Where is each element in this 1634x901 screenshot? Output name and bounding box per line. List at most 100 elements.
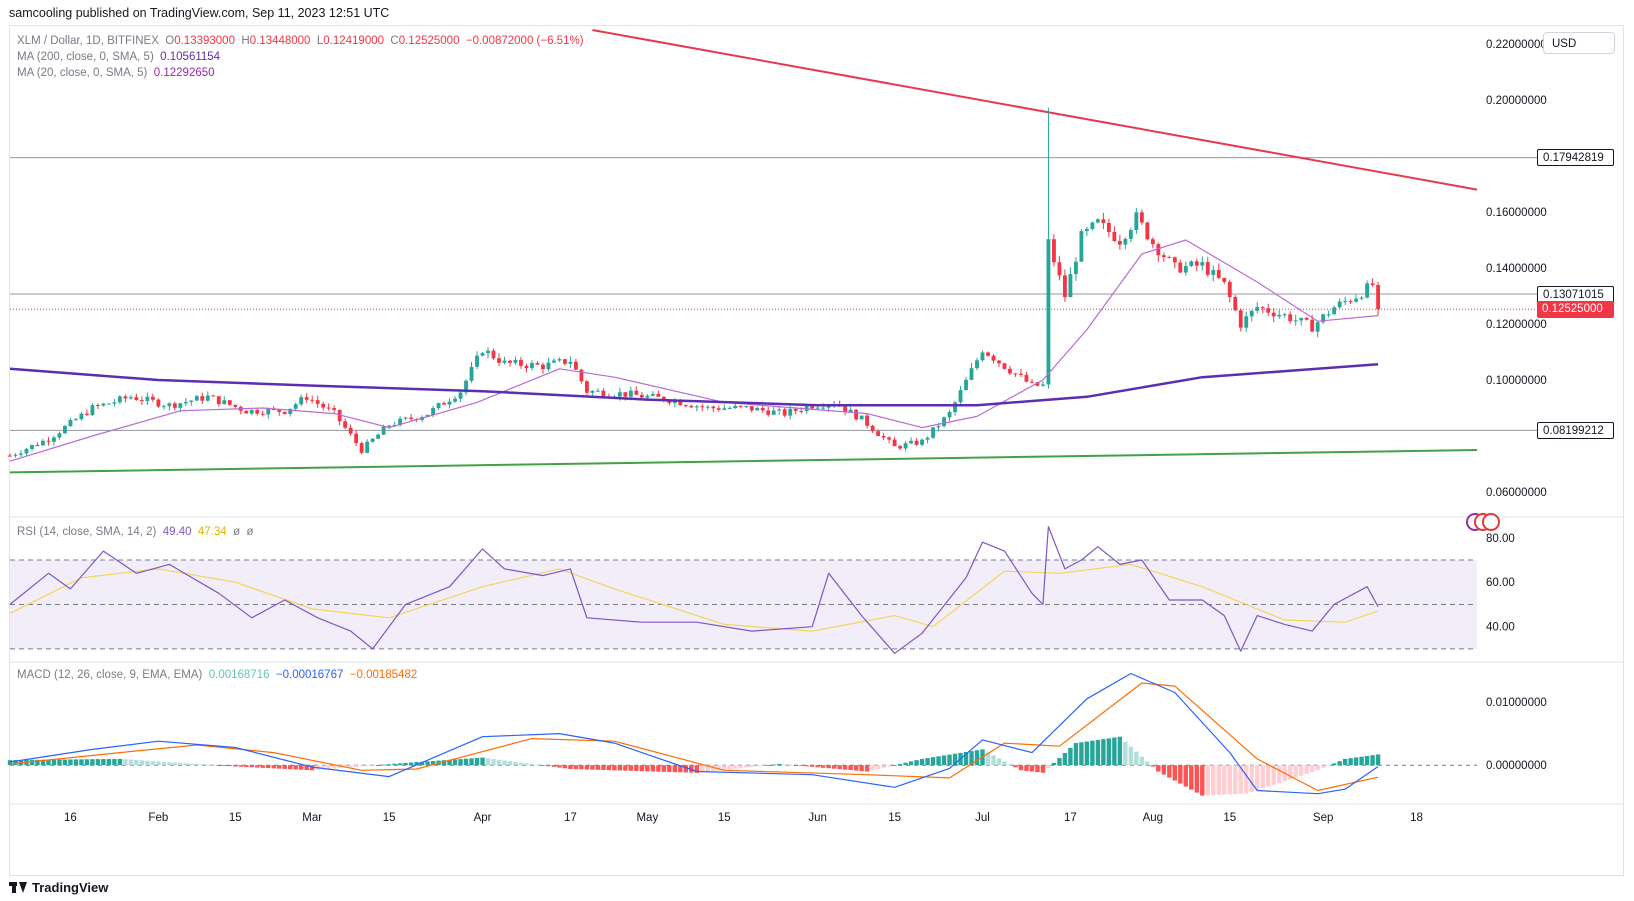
candle-body bbox=[255, 409, 260, 414]
ma200-line bbox=[9, 363, 1379, 407]
macd-histogram-bar bbox=[194, 763, 200, 766]
candle-body bbox=[1161, 255, 1166, 258]
ma200-label[interactable]: MA (200, close, 0, SMA, 5) bbox=[17, 51, 154, 63]
macd-histogram-bar bbox=[1359, 756, 1364, 766]
macd-histogram-bar bbox=[809, 765, 815, 767]
candle-body bbox=[584, 381, 589, 393]
macd-histogram-bar bbox=[1150, 765, 1156, 767]
macd-histogram-bar bbox=[1046, 765, 1051, 768]
macd-histogram-bar bbox=[150, 761, 156, 766]
candle-body bbox=[1041, 384, 1045, 386]
macd-histogram-bar bbox=[101, 759, 106, 766]
candle-body bbox=[997, 360, 1001, 364]
macd-histogram-bar bbox=[859, 765, 864, 772]
macd-histogram-bar bbox=[760, 765, 765, 767]
macd-histogram-bar bbox=[156, 761, 161, 766]
macd-histogram-bar bbox=[908, 761, 914, 766]
rsi-label[interactable]: RSI (14, close, SMA, 14, 2) bbox=[17, 526, 157, 538]
macd-histogram-bar bbox=[1112, 737, 1117, 766]
candle-body bbox=[497, 358, 501, 363]
macd-histogram-bar bbox=[40, 759, 46, 766]
us-flag-icon[interactable] bbox=[1466, 513, 1508, 531]
macd-histogram-bar bbox=[414, 762, 419, 766]
candle-body bbox=[1008, 368, 1012, 374]
macd-histogram-bar bbox=[474, 757, 480, 766]
macd-label[interactable]: MACD (12, 26, close, 9, EMA, EMA) bbox=[17, 669, 203, 681]
candle-body bbox=[986, 352, 990, 356]
candle-body bbox=[106, 403, 111, 405]
candle-body bbox=[299, 397, 304, 405]
macd-histogram-bar bbox=[1167, 765, 1172, 778]
candle-body bbox=[782, 409, 787, 416]
candle-body bbox=[117, 396, 122, 403]
candle-body bbox=[958, 390, 963, 403]
candle-body bbox=[738, 405, 743, 407]
trendline-resistance bbox=[592, 29, 1478, 191]
candle-body bbox=[57, 433, 62, 438]
candle-body bbox=[222, 400, 227, 405]
rsi-axis-tick-label: 40.00 bbox=[1486, 622, 1515, 634]
macd-histogram-bar bbox=[408, 762, 414, 766]
rsi-axis-tick-label: 80.00 bbox=[1486, 533, 1515, 545]
macd-histogram-bar bbox=[507, 761, 513, 766]
macd-histogram-bar bbox=[255, 765, 260, 768]
macd-histogram-bar bbox=[57, 759, 62, 766]
macd-histogram-bar bbox=[826, 765, 831, 769]
macd-histogram-bar bbox=[178, 762, 183, 766]
candle-body bbox=[1277, 314, 1282, 317]
macd-histogram-bar bbox=[864, 765, 870, 772]
candle-body bbox=[991, 355, 996, 361]
candle-body bbox=[359, 443, 364, 453]
candle-body bbox=[1079, 231, 1084, 262]
symbol-label[interactable]: XLM / Dollar, 1D, BITFINEX bbox=[17, 35, 159, 47]
trendline-support bbox=[9, 449, 1478, 474]
macd-histogram-bar bbox=[562, 765, 568, 769]
price-axis-tick-label: 0.22000000 bbox=[1486, 39, 1547, 51]
macd-histogram-bar bbox=[249, 765, 254, 768]
macd-histogram-bar bbox=[546, 765, 551, 767]
macd-histogram-bar bbox=[1277, 765, 1282, 783]
ma20-line bbox=[9, 239, 1379, 462]
macd-histogram-bar bbox=[914, 760, 919, 766]
candle-body bbox=[139, 400, 144, 402]
macd-histogram-bar bbox=[299, 765, 304, 770]
macd-histogram-bar bbox=[1156, 765, 1161, 772]
price-axis-tick-label: 0.06000000 bbox=[1486, 487, 1547, 499]
macd-histogram-bar bbox=[573, 765, 579, 770]
candle-body bbox=[645, 395, 650, 398]
candle-body bbox=[90, 405, 95, 415]
candle-body bbox=[1205, 262, 1210, 275]
candle-body bbox=[1183, 265, 1188, 273]
candle-body bbox=[376, 434, 381, 439]
candle-body bbox=[332, 408, 337, 410]
macd-histogram-bar bbox=[1090, 740, 1095, 766]
candle-body bbox=[458, 392, 463, 399]
currency-selector[interactable]: USD bbox=[1543, 32, 1615, 54]
tradingview-logo[interactable]: TradingView bbox=[9, 880, 108, 895]
macd-histogram-bar bbox=[738, 765, 743, 769]
x-axis-tick-label: Jul bbox=[975, 812, 990, 824]
macd-histogram-bar bbox=[1057, 757, 1062, 766]
candle-body bbox=[156, 399, 161, 407]
macd-histogram-bar bbox=[798, 765, 804, 767]
candle-body bbox=[425, 414, 430, 418]
candle-body bbox=[1370, 283, 1375, 286]
macd-histogram-bar bbox=[1117, 736, 1123, 766]
candle-body bbox=[1255, 307, 1260, 311]
macd-histogram-bar bbox=[645, 765, 650, 772]
macd-histogram-bar bbox=[134, 759, 139, 766]
macd-histogram-bar bbox=[705, 765, 710, 772]
candle-body bbox=[282, 411, 287, 414]
candle-body bbox=[1052, 239, 1056, 263]
candle-body bbox=[925, 437, 930, 440]
ma20-label[interactable]: MA (20, close, 0, SMA, 5) bbox=[17, 67, 148, 79]
macd-histogram-bar bbox=[62, 759, 68, 766]
macd-histogram-bar bbox=[650, 765, 656, 772]
ohlc-line: XLM / Dollar, 1D, BITFINEX O0.13393000 H… bbox=[17, 33, 584, 49]
macd-signal-line bbox=[9, 682, 1379, 792]
macd-histogram-bar bbox=[683, 765, 689, 773]
macd-histogram-bar bbox=[348, 765, 353, 768]
candle-body bbox=[112, 402, 117, 404]
candle-body bbox=[480, 353, 485, 356]
